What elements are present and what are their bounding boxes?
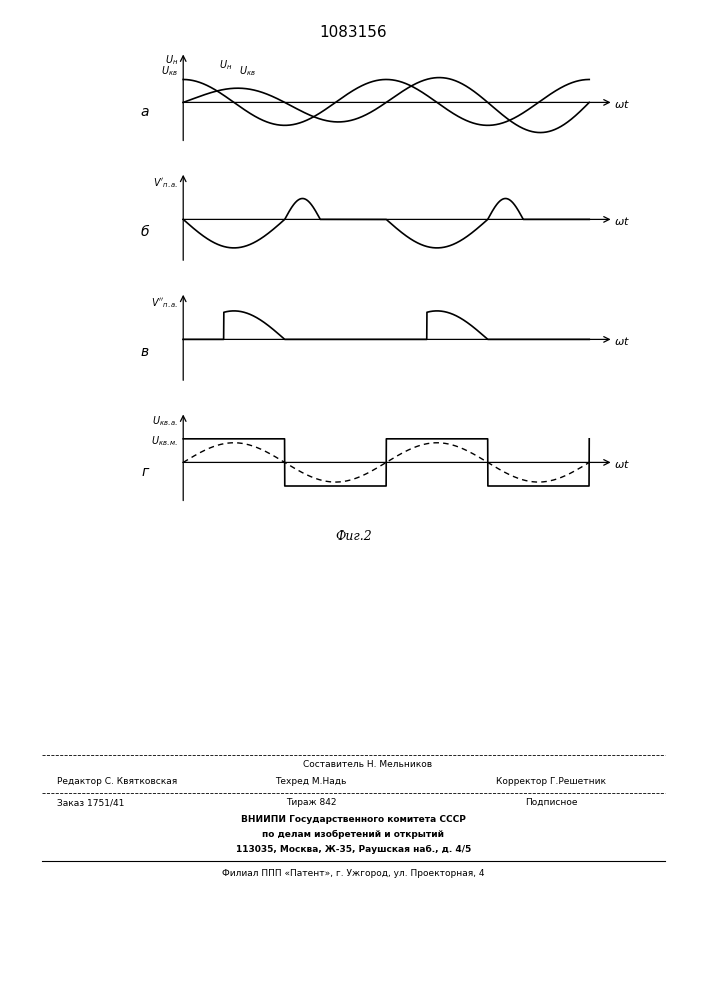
- Text: $V'_{п.а.}$: $V'_{п.а.}$: [153, 176, 178, 190]
- Text: $V''_{п.а.}$: $V''_{п.а.}$: [151, 296, 178, 310]
- Text: $U_н$: $U_н$: [165, 53, 178, 67]
- Text: $U_{кв.м.}$: $U_{кв.м.}$: [151, 434, 178, 448]
- Text: Фиг.2: Фиг.2: [335, 530, 372, 543]
- Text: $U_н$: $U_н$: [218, 58, 232, 72]
- Text: $\omega t$: $\omega t$: [614, 335, 631, 347]
- Text: a: a: [141, 105, 149, 119]
- Text: $\omega t$: $\omega t$: [614, 98, 631, 110]
- Text: Тираж 842: Тираж 842: [286, 798, 337, 807]
- Text: Заказ 1751/41: Заказ 1751/41: [57, 798, 124, 807]
- Text: Подписное: Подписное: [525, 798, 578, 807]
- Text: в: в: [141, 345, 149, 359]
- Text: $U_{кв}$: $U_{кв}$: [240, 65, 256, 78]
- Text: г: г: [141, 465, 148, 479]
- Text: Составитель Н. Мельников: Составитель Н. Мельников: [303, 760, 432, 769]
- Text: ВНИИПИ Государственного комитета СССР: ВНИИПИ Государственного комитета СССР: [241, 815, 466, 824]
- Text: $U_{кв.а.}$: $U_{кв.а.}$: [152, 415, 178, 428]
- Text: 113035, Москва, Ж-35, Раушская наб., д. 4/5: 113035, Москва, Ж-35, Раушская наб., д. …: [236, 845, 471, 854]
- Text: Корректор Г.Решетник: Корректор Г.Решетник: [496, 777, 607, 786]
- Text: по делам изобретений и открытий: по делам изобретений и открытий: [262, 830, 445, 839]
- Text: Филиал ППП «Патент», г. Ужгород, ул. Проекторная, 4: Филиал ППП «Патент», г. Ужгород, ул. Про…: [222, 869, 485, 878]
- Text: Техред М.Надь: Техред М.Надь: [276, 777, 346, 786]
- Text: Редактор С. Квятковская: Редактор С. Квятковская: [57, 777, 177, 786]
- Text: $\omega t$: $\omega t$: [614, 215, 631, 227]
- Text: 1083156: 1083156: [320, 25, 387, 40]
- Text: $U_{кв}$: $U_{кв}$: [161, 64, 178, 78]
- Text: $\omega t$: $\omega t$: [614, 458, 631, 470]
- Text: б: б: [141, 225, 149, 239]
